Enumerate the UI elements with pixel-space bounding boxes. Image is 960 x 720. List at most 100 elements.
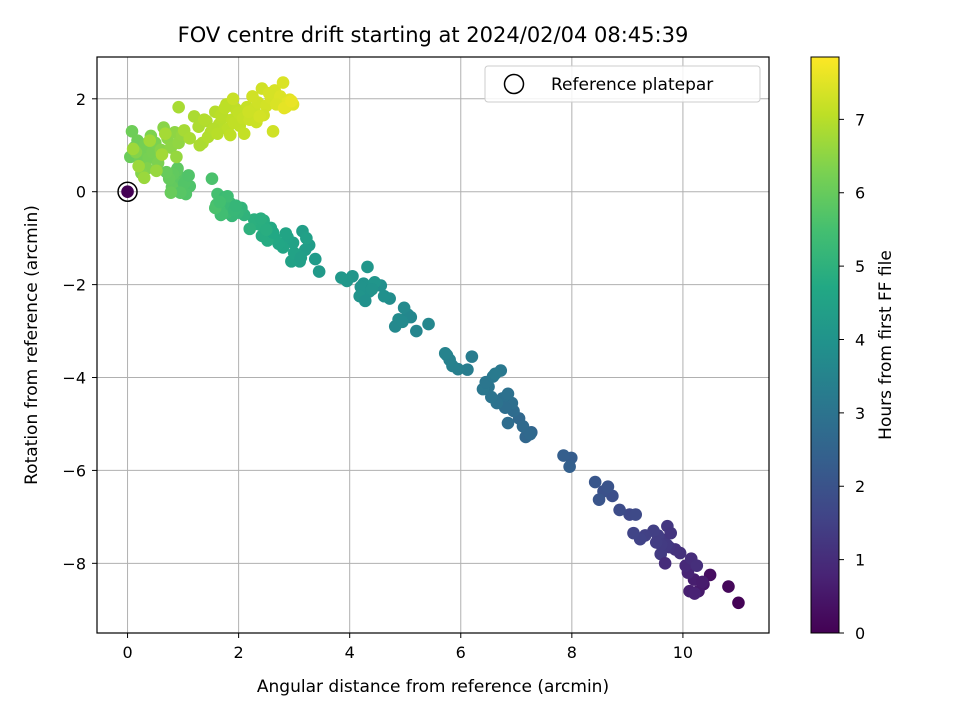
scatter-points <box>124 76 745 610</box>
data-point <box>664 526 677 540</box>
data-point <box>159 127 172 140</box>
data-point <box>285 94 298 108</box>
y-tick-label: −2 <box>62 276 86 295</box>
data-point <box>253 110 267 123</box>
data-point <box>174 186 187 199</box>
data-point <box>226 92 240 106</box>
x-tick-label: 10 <box>673 643 693 662</box>
y-axis-title: Rotation from reference (arcmin) <box>22 205 42 485</box>
y-tick-label: −6 <box>62 461 86 480</box>
x-tick-label: 8 <box>567 643 577 662</box>
y-tick-label: −4 <box>62 369 86 388</box>
data-point <box>688 587 701 600</box>
reference-marker-group <box>117 181 138 202</box>
colorbar-gradient <box>811 57 839 633</box>
y-tick-label: 0 <box>76 183 86 202</box>
data-point <box>732 596 745 610</box>
data-point <box>276 76 290 89</box>
x-axis-title: Angular distance from reference (arcmin) <box>257 677 609 697</box>
data-point <box>137 171 151 185</box>
data-point <box>294 251 308 264</box>
colorbar-tick-label: 5 <box>855 257 865 276</box>
data-point <box>160 165 173 179</box>
grid-lines <box>97 57 769 633</box>
data-point <box>410 324 423 338</box>
data-point <box>438 347 452 360</box>
data-point <box>690 559 704 572</box>
data-point <box>629 508 643 521</box>
data-point <box>649 536 663 549</box>
data-point <box>722 580 735 593</box>
data-point <box>132 159 145 173</box>
data-point <box>485 390 498 404</box>
colorbar-tick-label: 1 <box>855 551 865 570</box>
colorbar-frame <box>810 56 840 634</box>
data-point <box>312 265 326 278</box>
data-point <box>422 317 435 331</box>
data-point <box>601 480 615 493</box>
data-point <box>229 199 243 212</box>
data-point <box>187 110 201 123</box>
colorbar-tick-label: 2 <box>855 477 865 496</box>
data-point <box>182 169 195 182</box>
data-point <box>126 142 140 156</box>
data-point <box>218 101 232 115</box>
data-point <box>237 127 251 140</box>
data-point <box>242 105 255 119</box>
x-tick-label: 4 <box>345 643 355 662</box>
x-tick-label: 0 <box>122 643 132 662</box>
data-point <box>254 212 268 225</box>
data-point <box>397 301 411 315</box>
data-point <box>308 252 322 266</box>
data-point <box>361 260 374 274</box>
data-point <box>260 223 273 237</box>
data-point <box>488 367 502 381</box>
data-point <box>523 427 537 441</box>
data-point <box>358 294 372 308</box>
x-tick-label: 2 <box>234 643 244 662</box>
data-point <box>172 100 185 114</box>
data-point <box>501 416 515 430</box>
data-point <box>658 557 672 570</box>
data-point <box>155 148 169 161</box>
data-point <box>592 493 606 506</box>
data-point <box>300 231 313 245</box>
data-point <box>243 222 257 236</box>
data-point <box>262 86 276 100</box>
data-point <box>246 90 259 103</box>
data-point <box>170 150 183 164</box>
data-point <box>197 113 211 127</box>
legend-label: Reference platepar <box>551 75 713 95</box>
data-point <box>279 227 293 240</box>
data-point <box>377 289 391 303</box>
data-point <box>223 128 237 142</box>
legend-box <box>484 65 761 103</box>
data-point <box>557 449 570 462</box>
data-point <box>465 350 479 363</box>
colorbar-tick-label: 3 <box>855 404 865 423</box>
x-tick-label: 6 <box>456 643 466 662</box>
colorbar-tick-label: 6 <box>855 184 865 203</box>
data-point <box>266 125 280 138</box>
reference-point-ring <box>117 181 138 202</box>
colorbar: 0 1 2 3 4 5 6 7 Hours from first FF file <box>810 56 896 643</box>
colorbar-ticks: 0 1 2 3 4 5 6 7 <box>839 110 865 643</box>
data-point <box>205 172 219 186</box>
data-point <box>354 280 368 294</box>
data-point <box>365 282 379 296</box>
plot-frame <box>96 56 770 634</box>
data-point <box>125 125 139 138</box>
data-point <box>501 387 515 401</box>
y-tick-label: 2 <box>76 90 86 109</box>
data-point <box>396 315 409 329</box>
data-point <box>613 503 626 517</box>
reference-point-dot <box>121 185 134 199</box>
data-point <box>627 526 640 540</box>
data-point <box>588 475 602 489</box>
data-point <box>150 164 163 178</box>
chart-title: FOV centre drift starting at 2024/02/04 … <box>178 23 689 47</box>
data-point <box>335 271 348 284</box>
colorbar-tick-label: 7 <box>855 110 865 129</box>
legend: Reference platepar <box>484 65 761 103</box>
